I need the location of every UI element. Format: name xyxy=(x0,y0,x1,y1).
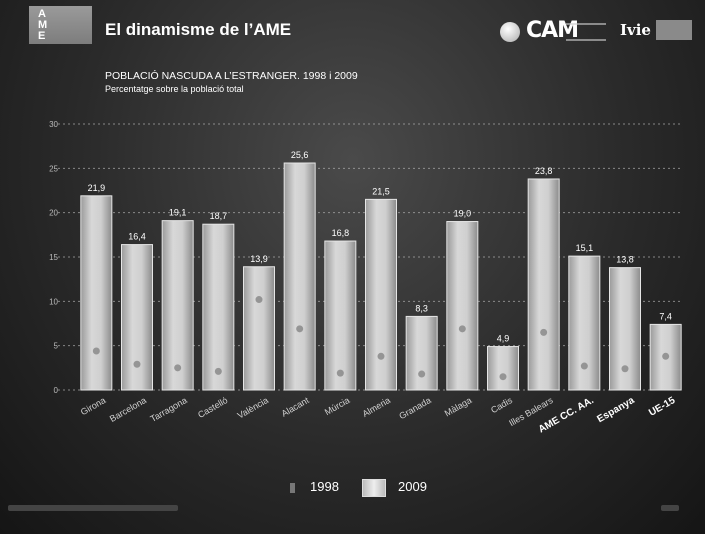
marker-1998 xyxy=(377,352,385,360)
ivie-logo: Ivie xyxy=(620,21,651,39)
marker-1998 xyxy=(296,325,304,333)
marker-1998 xyxy=(92,347,100,355)
bar-2009 xyxy=(243,266,275,391)
bar-2009 xyxy=(161,220,194,391)
category-label: Granada xyxy=(397,395,432,421)
marker-1998 xyxy=(540,328,548,336)
legend-swatch-2009 xyxy=(362,479,386,497)
bar-2009 xyxy=(283,162,316,391)
page-title: El dinamisme de l’AME xyxy=(105,20,292,39)
marker-1998 xyxy=(174,364,182,372)
ivie-logo-box-icon xyxy=(656,20,692,40)
category-label: Almeria xyxy=(361,395,392,419)
category-label: Tarragona xyxy=(149,395,189,424)
data-label-2009: 19,0 xyxy=(454,209,472,219)
category-label: Girona xyxy=(79,395,107,417)
category-label: UE-15 xyxy=(647,395,677,419)
marker-1998 xyxy=(336,369,344,377)
bar-2009 xyxy=(405,315,438,391)
marker-1998 xyxy=(458,325,466,333)
category-label: Castelló xyxy=(196,395,229,420)
logo-letter: M xyxy=(38,19,48,31)
y-tick-label: 5 xyxy=(54,342,59,351)
marker-1998 xyxy=(214,367,222,375)
bar-2009 xyxy=(446,221,479,391)
y-tick-label: 15 xyxy=(49,253,58,262)
data-label-2009: 13,9 xyxy=(250,254,268,264)
data-label-2009: 4,9 xyxy=(497,334,510,344)
cam-logo-icon xyxy=(500,22,520,42)
data-label-2009: 13,8 xyxy=(616,255,634,265)
category-label: Cadis xyxy=(489,395,514,415)
y-tick-label: 30 xyxy=(49,120,58,129)
logo-letter: E xyxy=(38,30,46,42)
ame-logo: A M E xyxy=(29,6,92,44)
marker-1998 xyxy=(621,365,629,373)
data-label-2009: 18,7 xyxy=(210,211,228,221)
legend-label-1998: 1998 xyxy=(310,479,339,494)
y-tick-label: 25 xyxy=(49,164,58,173)
bar-2009 xyxy=(121,244,153,391)
data-label-2009: 7,4 xyxy=(659,311,672,321)
cam-logo-subtext-icon xyxy=(566,23,606,41)
bar-2009 xyxy=(202,223,235,391)
marker-1998 xyxy=(662,352,670,360)
data-label-2009: 19,1 xyxy=(169,208,187,218)
data-label-2009: 23,8 xyxy=(535,166,553,176)
data-label-2009: 21,9 xyxy=(88,183,106,193)
y-tick-label: 10 xyxy=(49,297,58,306)
marker-1998 xyxy=(133,360,141,368)
bar-2009 xyxy=(527,178,560,391)
chart-subtitle: Percentatge sobre la població total xyxy=(105,84,244,94)
bar-2009 xyxy=(568,255,601,391)
category-label: València xyxy=(236,395,270,421)
category-label: Màlaga xyxy=(443,395,474,418)
bar-2009 xyxy=(324,240,357,391)
data-label-2009: 8,3 xyxy=(415,303,428,313)
legend-label-2009: 2009 xyxy=(398,479,427,494)
data-label-2009: 25,6 xyxy=(291,150,309,160)
marker-1998 xyxy=(255,296,263,304)
category-label: Barcelona xyxy=(108,395,148,424)
footer-source-text xyxy=(8,505,178,511)
category-label: Múrcia xyxy=(323,395,351,417)
category-label: Espanya xyxy=(595,395,637,425)
category-label: Alacant xyxy=(280,395,311,419)
cam-logo: CAM xyxy=(526,18,579,43)
footer-page-number xyxy=(661,505,679,511)
marker-1998 xyxy=(580,362,588,370)
data-label-2009: 16,4 xyxy=(128,232,146,242)
logo-letter: A xyxy=(38,8,46,20)
y-tick-label: 20 xyxy=(49,209,58,218)
data-label-2009: 15,1 xyxy=(576,243,594,253)
marker-1998 xyxy=(499,373,507,381)
data-label-2009: 21,5 xyxy=(372,186,390,196)
bar-2009 xyxy=(80,195,113,391)
y-tick-label: 0 xyxy=(54,386,59,395)
chart-title: POBLACIÓ NASCUDA A L’ESTRANGER. 1998 i 2… xyxy=(105,70,358,82)
bar-2009 xyxy=(487,346,519,391)
legend-swatch-1998 xyxy=(290,483,295,493)
bar-2009 xyxy=(365,198,397,391)
data-label-2009: 16,8 xyxy=(332,228,350,238)
marker-1998 xyxy=(418,370,426,378)
